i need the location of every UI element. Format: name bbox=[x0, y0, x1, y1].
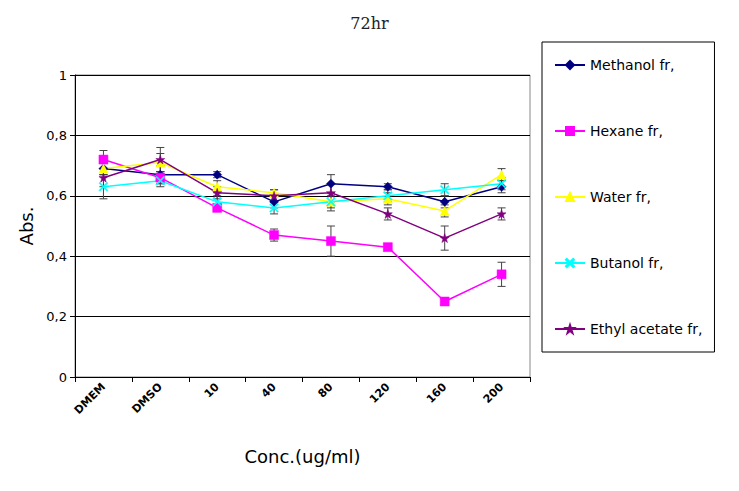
svg-text:Water fr,: Water fr, bbox=[590, 189, 651, 205]
svg-text:Abs.: Abs. bbox=[16, 207, 37, 246]
svg-text:0: 0 bbox=[59, 370, 67, 385]
svg-text:1: 1 bbox=[59, 68, 67, 83]
svg-text:0,2: 0,2 bbox=[46, 309, 67, 324]
svg-text:10: 10 bbox=[202, 380, 222, 400]
svg-text:0,6: 0,6 bbox=[46, 188, 67, 203]
svg-text:160: 160 bbox=[424, 380, 450, 406]
svg-text:40: 40 bbox=[259, 380, 279, 400]
svg-text:Conc.(ug/ml): Conc.(ug/ml) bbox=[244, 446, 360, 467]
svg-text:DMSO: DMSO bbox=[129, 380, 165, 416]
svg-text:Hexane fr,: Hexane fr, bbox=[590, 123, 663, 139]
svg-text:200: 200 bbox=[481, 380, 507, 406]
svg-text:Butanol fr,: Butanol fr, bbox=[590, 255, 663, 271]
svg-text:DMEM: DMEM bbox=[72, 380, 108, 416]
svg-text:80: 80 bbox=[316, 380, 336, 400]
svg-text:0,8: 0,8 bbox=[46, 128, 67, 143]
svg-text:72hr: 72hr bbox=[350, 14, 389, 33]
svg-text:Methanol fr,: Methanol fr, bbox=[590, 57, 675, 73]
svg-text:Ethyl acetate fr,: Ethyl acetate fr, bbox=[590, 321, 702, 337]
svg-text:0,4: 0,4 bbox=[46, 249, 67, 264]
svg-text:120: 120 bbox=[367, 380, 393, 406]
